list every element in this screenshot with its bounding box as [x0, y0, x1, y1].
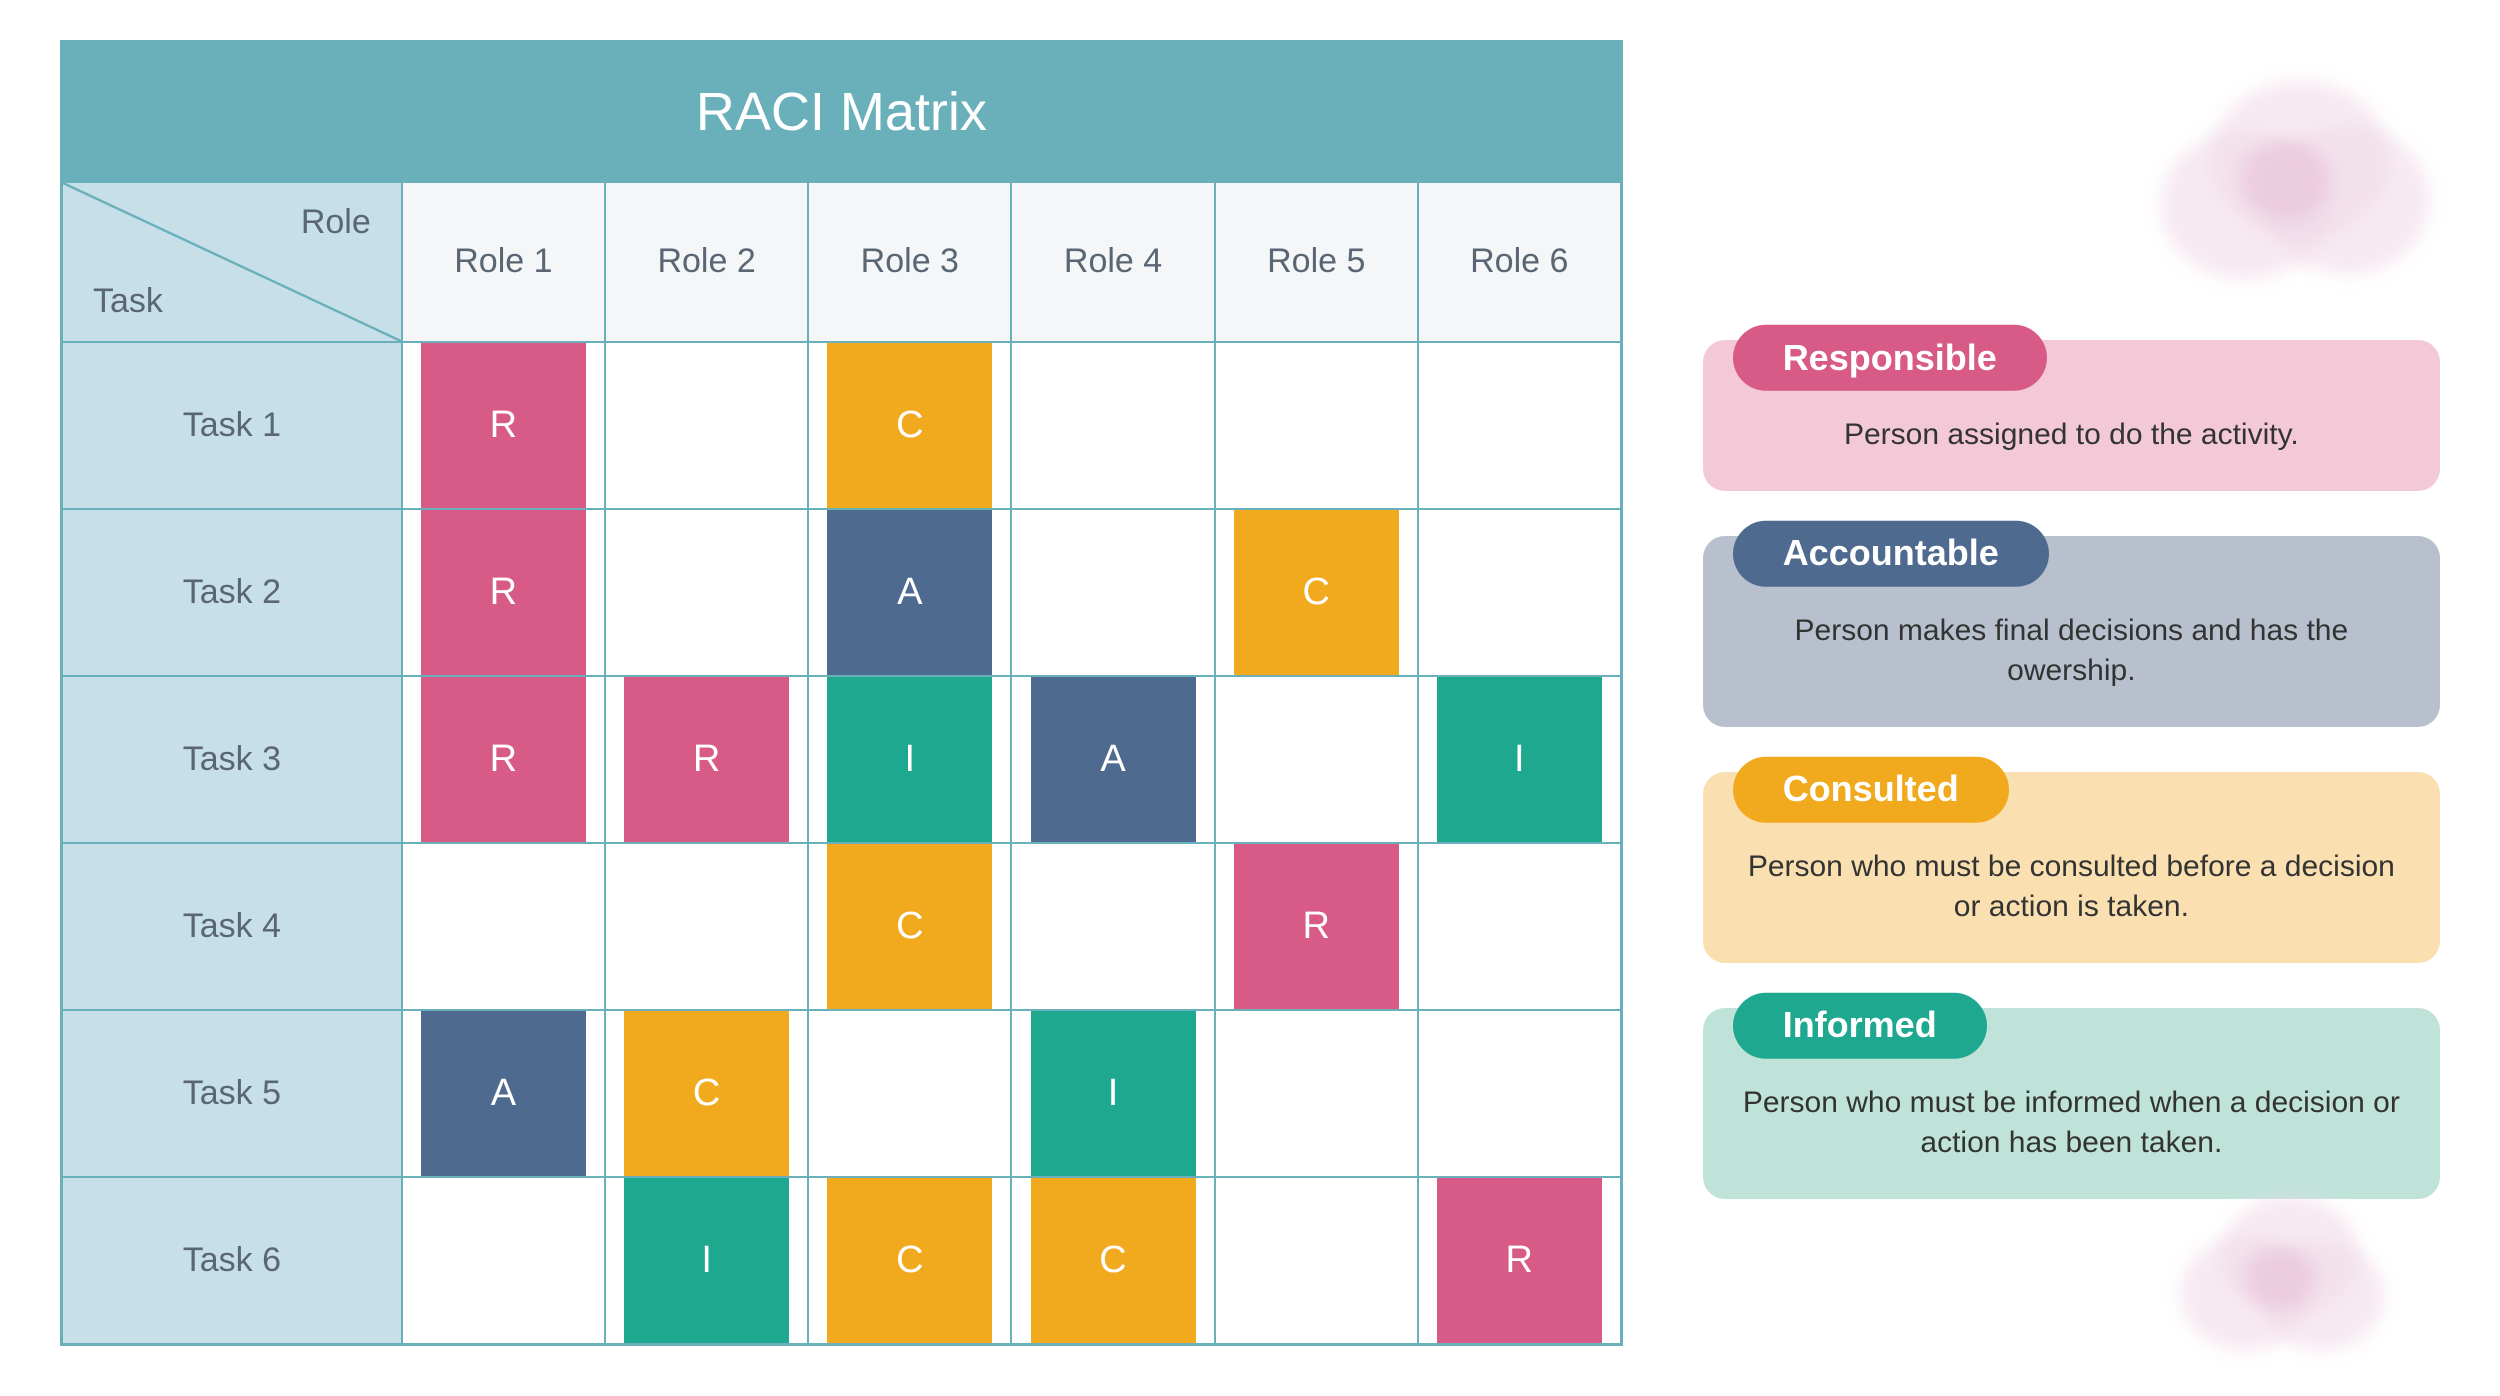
matrix-cell: C: [1215, 509, 1418, 676]
matrix-cell: C: [1011, 1177, 1214, 1345]
legend: ResponsiblePerson assigned to do the act…: [1703, 340, 2440, 1199]
matrix-row: Task 3RRIAI: [62, 676, 1622, 843]
matrix-title: RACI Matrix: [62, 42, 1622, 182]
matrix-cell: [1215, 342, 1418, 509]
legend-badge: Consulted: [1733, 756, 2009, 822]
matrix-row: Task 4 C R: [62, 843, 1622, 1010]
matrix-cell: C: [808, 342, 1011, 509]
matrix-cell: [402, 843, 605, 1010]
raci-chip-i: I: [624, 1178, 789, 1343]
matrix-cell: A: [808, 509, 1011, 676]
matrix-cell: [605, 342, 808, 509]
legend-badge: Responsible: [1733, 325, 2047, 391]
task-name-cell: Task 6: [62, 1177, 402, 1345]
matrix-cell: R: [402, 676, 605, 843]
matrix-header-row: Role Task Role 1Role 2Role 3Role 4Role 5…: [62, 182, 1622, 342]
matrix-cell: [605, 509, 808, 676]
role-header: Role 2: [605, 182, 808, 342]
matrix-cell: [1011, 843, 1214, 1010]
role-header: Role 4: [1011, 182, 1214, 342]
raci-chip-a: A: [1031, 677, 1196, 842]
matrix-cell: [1011, 509, 1214, 676]
legend-description: Person assigned to do the activity.: [1743, 415, 2400, 456]
legend-description: Person who must be consulted before a de…: [1743, 847, 2400, 928]
legend-item-r: ResponsiblePerson assigned to do the act…: [1703, 340, 2440, 491]
raci-chip-i: I: [1437, 677, 1602, 842]
matrix-cell: C: [808, 1177, 1011, 1345]
matrix-cell: C: [808, 843, 1011, 1010]
matrix-cell: R: [402, 342, 605, 509]
matrix-row: Task 2R A C: [62, 509, 1622, 676]
raci-chip-a: A: [421, 1011, 586, 1176]
raci-chip-c: C: [827, 1178, 992, 1343]
raci-chip-r: R: [421, 677, 586, 842]
raci-chip-r: R: [1437, 1178, 1602, 1343]
raci-matrix-table: RACI Matrix Role Task Role 1Role 2Role 3…: [60, 40, 1623, 1346]
raci-chip-c: C: [1031, 1178, 1196, 1343]
role-header: Role 6: [1418, 182, 1621, 342]
matrix-corner-cell: Role Task: [62, 182, 402, 342]
matrix-cell: I: [605, 1177, 808, 1345]
task-name-cell: Task 3: [62, 676, 402, 843]
corner-task-label: Task: [93, 282, 163, 321]
raci-chip-r: R: [421, 510, 586, 675]
legend-description: Person who must be informed when a decis…: [1743, 1083, 2400, 1164]
task-name-cell: Task 1: [62, 342, 402, 509]
matrix-cell: [1418, 843, 1621, 1010]
legend-item-a: AccountablePerson makes final decisions …: [1703, 536, 2440, 727]
matrix-cell: [402, 1177, 605, 1345]
matrix-cell: R: [1215, 843, 1418, 1010]
raci-chip-i: I: [1031, 1011, 1196, 1176]
role-header: Role 1: [402, 182, 605, 342]
legend-item-c: ConsultedPerson who must be consulted be…: [1703, 772, 2440, 963]
raci-chip-c: C: [1234, 510, 1399, 675]
matrix-cell: [808, 1010, 1011, 1177]
raci-chip-r: R: [421, 343, 586, 508]
matrix-cell: [1418, 1010, 1621, 1177]
role-header: Role 3: [808, 182, 1011, 342]
matrix-cell: R: [1418, 1177, 1621, 1345]
task-name-cell: Task 2: [62, 509, 402, 676]
matrix-cell: I: [1011, 1010, 1214, 1177]
matrix-cell: [1418, 342, 1621, 509]
matrix-cell: I: [1418, 676, 1621, 843]
raci-chip-r: R: [1234, 844, 1399, 1009]
matrix-body: Task 1RCTask 2RACTask 3RRIAITask 4CRTask…: [62, 342, 1622, 1345]
matrix-cell: R: [605, 676, 808, 843]
legend-badge: Informed: [1733, 992, 1987, 1058]
matrix-row: Task 1R C: [62, 342, 1622, 509]
legend-description: Person makes final decisions and has the…: [1743, 611, 2400, 692]
legend-item-i: InformedPerson who must be informed when…: [1703, 1008, 2440, 1199]
matrix-cell: [1215, 676, 1418, 843]
matrix-cell: C: [605, 1010, 808, 1177]
corner-role-label: Role: [301, 203, 371, 242]
raci-chip-c: C: [827, 343, 992, 508]
matrix-cell: [1215, 1177, 1418, 1345]
task-name-cell: Task 4: [62, 843, 402, 1010]
matrix-cell: A: [402, 1010, 605, 1177]
matrix-cell: R: [402, 509, 605, 676]
matrix-cell: I: [808, 676, 1011, 843]
matrix-row: Task 5AC I: [62, 1010, 1622, 1177]
raci-chip-r: R: [624, 677, 789, 842]
raci-chip-a: A: [827, 510, 992, 675]
legend-badge: Accountable: [1733, 520, 2049, 586]
role-header: Role 5: [1215, 182, 1418, 342]
matrix-cell: [1215, 1010, 1418, 1177]
raci-chip-c: C: [624, 1011, 789, 1176]
raci-chip-i: I: [827, 677, 992, 842]
matrix-cell: [1418, 509, 1621, 676]
task-name-cell: Task 5: [62, 1010, 402, 1177]
matrix-row: Task 6ICCR: [62, 1177, 1622, 1345]
raci-chip-c: C: [827, 844, 992, 1009]
matrix-cell: A: [1011, 676, 1214, 843]
matrix-cell: [1011, 342, 1214, 509]
matrix-cell: [605, 843, 808, 1010]
